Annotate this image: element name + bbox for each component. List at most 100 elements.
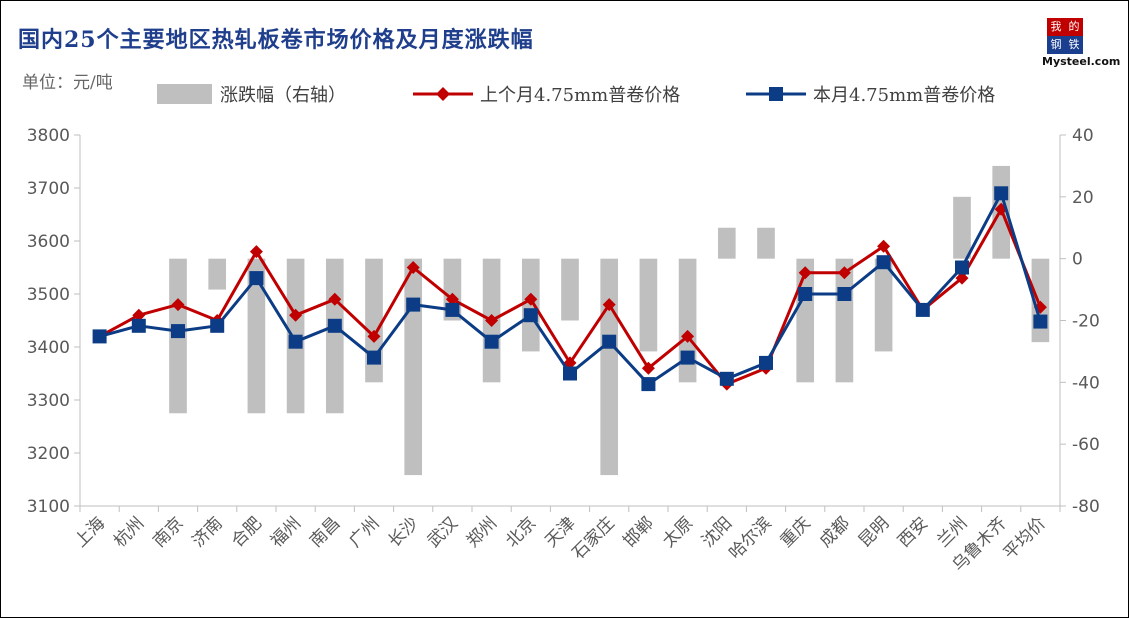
square-marker bbox=[641, 377, 656, 392]
diamond-marker bbox=[837, 266, 851, 280]
square-marker bbox=[680, 350, 695, 365]
square-marker bbox=[406, 297, 421, 312]
change-bar bbox=[247, 258, 266, 414]
square-marker bbox=[445, 302, 460, 317]
change-bar bbox=[561, 258, 579, 321]
x-tick-label: 西安 bbox=[894, 513, 932, 551]
x-tick-label: 南昌 bbox=[306, 513, 344, 551]
x-tick-label: 上海 bbox=[71, 513, 109, 551]
square-marker bbox=[484, 334, 499, 349]
square-marker bbox=[759, 355, 773, 370]
x-tick-label: 石家庄 bbox=[569, 513, 619, 563]
unit-label: 单位：元/吨 bbox=[22, 73, 113, 93]
bar-series bbox=[90, 165, 1050, 476]
diamond-marker bbox=[877, 239, 891, 253]
legend: 涨跌幅（右轴） 上个月4.75mm普卷价格 本月4.75mm普卷价格 bbox=[157, 84, 995, 106]
mysteel-logo: 我 的 钢 铁 Mysteel.com bbox=[1042, 18, 1120, 70]
x-tick-label: 合肥 bbox=[228, 513, 266, 551]
right-tick-label: -80 bbox=[1072, 497, 1100, 517]
x-tick-label: 昆明 bbox=[855, 513, 893, 551]
diamond-marker bbox=[249, 245, 263, 259]
right-tick-label: -40 bbox=[1072, 373, 1100, 393]
square-marker bbox=[1033, 314, 1048, 329]
x-tick-label: 南京 bbox=[149, 513, 187, 551]
diamond-marker bbox=[524, 292, 538, 306]
left-tick-label: 3300 bbox=[27, 391, 70, 411]
right-tick-label: 20 bbox=[1072, 188, 1094, 208]
x-tick-label: 太原 bbox=[659, 513, 697, 551]
diamond-marker bbox=[171, 298, 185, 312]
change-bar bbox=[757, 227, 775, 259]
square-marker bbox=[955, 260, 969, 275]
x-tick-label: 北京 bbox=[502, 513, 540, 551]
diamond-marker bbox=[681, 329, 695, 343]
square-marker bbox=[798, 287, 813, 301]
x-tick-label: 武汉 bbox=[424, 513, 462, 551]
logo-char: 我 bbox=[1047, 18, 1065, 36]
square-marker bbox=[249, 271, 264, 286]
legend-label-this-month: 本月4.75mm普卷价格 bbox=[813, 85, 995, 106]
legend-label-change: 涨跌幅（右轴） bbox=[220, 85, 346, 106]
square-marker bbox=[327, 318, 342, 333]
change-bar bbox=[874, 258, 893, 352]
x-tick-label: 邯郸 bbox=[620, 513, 658, 551]
left-tick-label: 3800 bbox=[27, 126, 70, 146]
diamond-marker bbox=[367, 329, 381, 343]
square-marker bbox=[719, 371, 734, 386]
change-bar bbox=[208, 258, 227, 290]
square-marker bbox=[131, 318, 146, 333]
left-tick-label: 3600 bbox=[27, 232, 70, 252]
x-tick-label: 福州 bbox=[267, 513, 305, 551]
right-tick-label: 0 bbox=[1072, 250, 1083, 270]
x-tick-label: 郑州 bbox=[463, 513, 501, 551]
square-marker bbox=[994, 186, 1009, 201]
diamond-marker bbox=[485, 314, 499, 327]
change-bar bbox=[325, 258, 344, 414]
change-bar bbox=[639, 258, 658, 352]
x-tick-label: 长沙 bbox=[385, 513, 423, 551]
diamond-marker bbox=[798, 266, 812, 280]
diamond-marker bbox=[445, 292, 459, 306]
square-marker bbox=[602, 334, 617, 349]
left-tick-label: 3400 bbox=[27, 338, 70, 358]
right-tick-label: -60 bbox=[1072, 435, 1100, 455]
change-bar bbox=[404, 258, 423, 476]
x-tick-label: 重庆 bbox=[777, 513, 815, 551]
legend-label-last-month: 上个月4.75mm普卷价格 bbox=[480, 85, 680, 106]
x-tick-label: 哈尔滨 bbox=[725, 513, 775, 563]
axes bbox=[74, 134, 1066, 512]
line-series bbox=[92, 186, 1048, 392]
left-tick-label: 3100 bbox=[27, 497, 70, 517]
left-tick-label: 3200 bbox=[27, 444, 70, 464]
change-bar bbox=[953, 196, 971, 259]
x-tick-label: 成都 bbox=[816, 513, 854, 551]
right-tick-label: -20 bbox=[1072, 312, 1100, 332]
square-marker bbox=[367, 350, 381, 365]
square-marker bbox=[171, 324, 185, 339]
legend-square-marker bbox=[769, 87, 783, 101]
logo-char: 的 bbox=[1065, 18, 1083, 36]
diamond-marker bbox=[955, 271, 969, 285]
right-tick-label: 40 bbox=[1072, 126, 1094, 146]
x-tick-label: 济南 bbox=[189, 513, 227, 551]
change-bar bbox=[717, 227, 736, 259]
diamond-marker bbox=[132, 308, 146, 322]
x-tick-label: 广州 bbox=[345, 513, 383, 551]
legend-bar-swatch bbox=[157, 84, 212, 104]
x-tick-label: 平均价 bbox=[1000, 513, 1050, 563]
square-marker bbox=[876, 255, 891, 270]
logo-badge: 我 的 钢 铁 bbox=[1047, 18, 1083, 54]
logo-char: 铁 bbox=[1065, 36, 1083, 54]
left-tick-label: 3500 bbox=[27, 285, 70, 305]
left-tick-label: 3700 bbox=[27, 179, 70, 199]
square-marker bbox=[915, 302, 930, 317]
square-marker bbox=[523, 308, 538, 323]
legend-diamond-marker bbox=[436, 87, 450, 101]
logo-wordmark: Mysteel.com bbox=[1042, 55, 1121, 68]
diamond-marker bbox=[602, 298, 616, 312]
diamond-marker bbox=[406, 261, 420, 274]
square-marker bbox=[288, 334, 303, 349]
square-marker bbox=[837, 287, 852, 301]
logo-char: 钢 bbox=[1047, 36, 1065, 54]
